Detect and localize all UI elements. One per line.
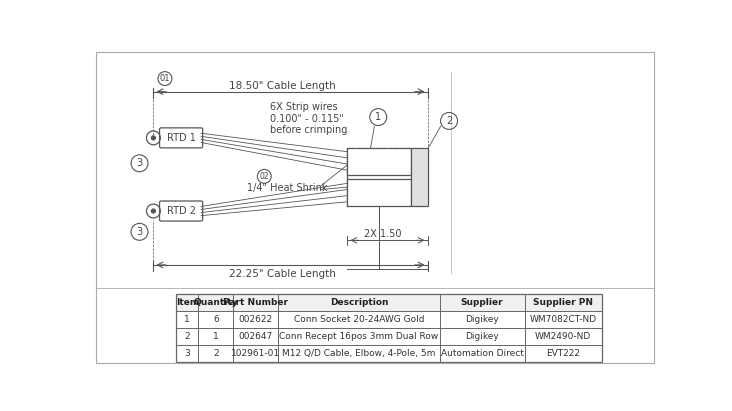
Text: 002622: 002622 bbox=[239, 315, 273, 324]
Bar bbox=[348, 180, 411, 206]
Text: 102961-01: 102961-01 bbox=[231, 349, 280, 358]
Text: WM7082CT-ND: WM7082CT-ND bbox=[529, 315, 597, 324]
Text: 3: 3 bbox=[136, 227, 143, 237]
Text: 01: 01 bbox=[160, 74, 170, 83]
Text: 1: 1 bbox=[376, 112, 381, 122]
Text: 1: 1 bbox=[213, 332, 219, 341]
Text: 6X Strip wires
0.100" - 0.115"
before crimping: 6X Strip wires 0.100" - 0.115" before cr… bbox=[270, 102, 348, 135]
Bar bbox=[348, 148, 411, 175]
Text: RTD 2: RTD 2 bbox=[167, 206, 195, 216]
Bar bbox=[176, 294, 602, 362]
Text: 2X 1.50: 2X 1.50 bbox=[365, 229, 402, 239]
Text: 3: 3 bbox=[136, 158, 143, 168]
Text: 22.25" Cable Length: 22.25" Cable Length bbox=[229, 269, 336, 279]
Text: WM2490-ND: WM2490-ND bbox=[535, 332, 591, 341]
Text: Description: Description bbox=[329, 298, 388, 307]
Text: 02: 02 bbox=[259, 172, 269, 181]
Text: 2: 2 bbox=[213, 349, 219, 358]
Text: EVT222: EVT222 bbox=[546, 349, 580, 358]
Text: 3: 3 bbox=[184, 349, 190, 358]
Text: Supplier PN: Supplier PN bbox=[533, 298, 593, 307]
Text: 1/4" Heat Shrink: 1/4" Heat Shrink bbox=[247, 183, 328, 193]
Text: Conn Socket 20-24AWG Gold: Conn Socket 20-24AWG Gold bbox=[294, 315, 425, 324]
Circle shape bbox=[152, 136, 155, 140]
Text: 6: 6 bbox=[213, 315, 219, 324]
Text: Part Number: Part Number bbox=[223, 298, 288, 307]
Text: Quantity: Quantity bbox=[193, 298, 238, 307]
Text: Automation Direct: Automation Direct bbox=[441, 349, 523, 358]
Text: 18.50" Cable Length: 18.50" Cable Length bbox=[229, 81, 336, 91]
Bar bbox=[93, 49, 657, 288]
Text: Digikey: Digikey bbox=[466, 315, 499, 324]
Text: 002647: 002647 bbox=[239, 332, 273, 341]
Text: RTD 1: RTD 1 bbox=[167, 133, 195, 143]
Text: M12 Q/D Cable, Elbow, 4-Pole, 5m: M12 Q/D Cable, Elbow, 4-Pole, 5m bbox=[283, 349, 436, 358]
Bar bbox=[176, 294, 602, 311]
Text: Conn Recept 16pos 3mm Dual Row: Conn Recept 16pos 3mm Dual Row bbox=[280, 332, 438, 341]
Circle shape bbox=[152, 209, 155, 213]
Text: 1: 1 bbox=[184, 315, 190, 324]
Text: Item: Item bbox=[176, 298, 199, 307]
Text: 2: 2 bbox=[446, 116, 452, 126]
Text: Digikey: Digikey bbox=[466, 332, 499, 341]
Text: Supplier: Supplier bbox=[461, 298, 504, 307]
Text: 2: 2 bbox=[184, 332, 190, 341]
Bar bbox=[411, 148, 427, 206]
